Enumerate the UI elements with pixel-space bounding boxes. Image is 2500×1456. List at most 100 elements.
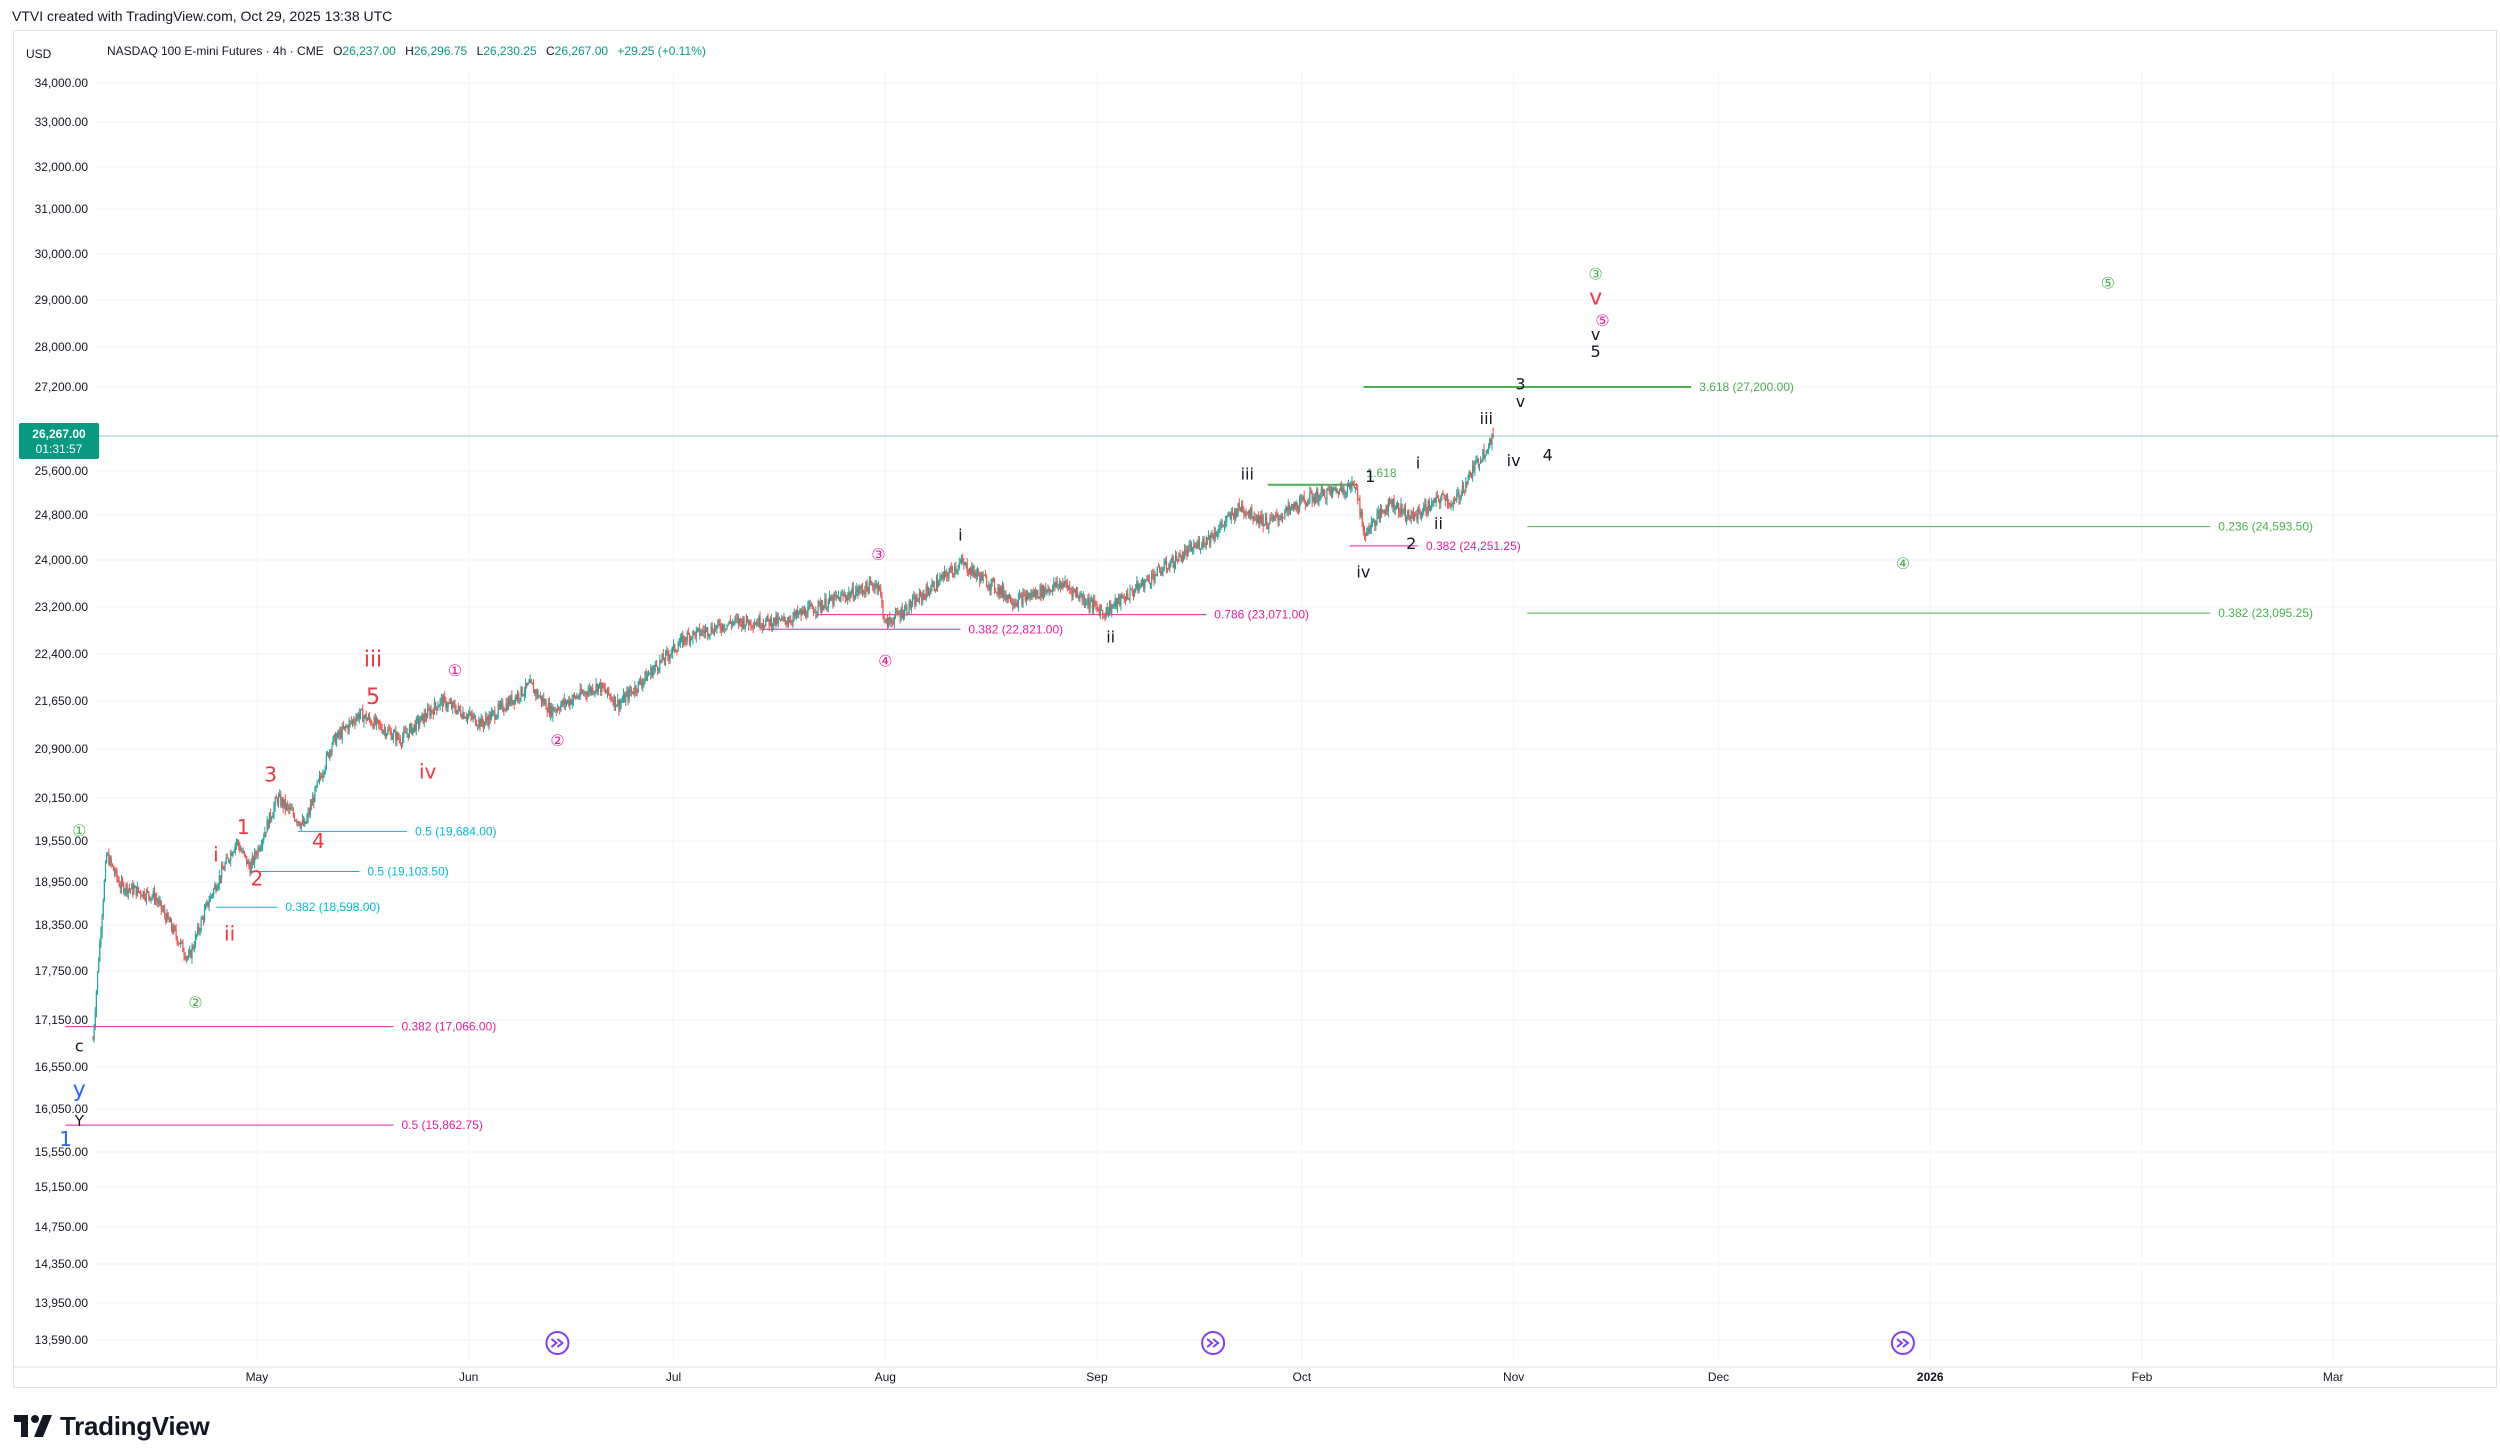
candle-body bbox=[677, 646, 679, 652]
chart-frame[interactable]: 0.5 (15,862.75) 0.382 (17,066.00) 0.382 (1… bbox=[13, 30, 2498, 1389]
candle-body bbox=[1172, 556, 1174, 568]
candle-body bbox=[127, 888, 129, 894]
candle-body bbox=[148, 891, 150, 897]
candle-body bbox=[618, 699, 620, 710]
candle-body bbox=[455, 710, 457, 714]
candle-body bbox=[249, 866, 251, 875]
candle-body bbox=[674, 644, 676, 652]
candle-body bbox=[921, 593, 923, 601]
candle-body bbox=[407, 733, 409, 738]
x-tick-label: Sep bbox=[1086, 1370, 1108, 1384]
candle-body bbox=[725, 628, 727, 630]
candle-body bbox=[625, 694, 627, 703]
candle-body bbox=[1355, 487, 1358, 490]
candle-body bbox=[1472, 465, 1474, 478]
candle-body bbox=[853, 597, 856, 599]
candle-body bbox=[612, 700, 614, 706]
candle-body bbox=[415, 718, 417, 732]
candle-body bbox=[978, 570, 980, 576]
candle-body bbox=[1487, 447, 1490, 450]
candle-body bbox=[1270, 517, 1272, 519]
y-tick-label: 25,600.00 bbox=[35, 464, 89, 478]
candle-body bbox=[820, 605, 823, 610]
candle-body bbox=[963, 562, 965, 566]
candle-body bbox=[374, 717, 376, 725]
candle-body bbox=[1177, 560, 1179, 562]
candle-body bbox=[663, 660, 666, 662]
y-axis: 34,000.00 33,000.00 32,000.00 31,000.00 30,0… bbox=[35, 76, 89, 1347]
candle-body bbox=[1174, 556, 1177, 565]
candle-body bbox=[355, 718, 357, 724]
candle-body bbox=[257, 847, 259, 856]
candle-body bbox=[716, 625, 718, 630]
candle-body bbox=[1421, 511, 1424, 514]
event-marker-icon[interactable] bbox=[545, 1331, 570, 1355]
tradingview-logo[interactable]: TradingView bbox=[14, 1410, 210, 1442]
candle-body bbox=[240, 850, 242, 852]
header-title: VTVI created with TradingView.com, Oct 2… bbox=[12, 8, 393, 24]
candle-body bbox=[579, 688, 581, 697]
candle-body bbox=[959, 561, 961, 564]
candle-body bbox=[738, 618, 741, 624]
candle-body bbox=[394, 731, 396, 733]
candle-body bbox=[581, 692, 584, 694]
candle-body bbox=[1343, 488, 1345, 495]
candle-body bbox=[553, 707, 555, 712]
candle-body bbox=[1113, 604, 1115, 606]
candle-body bbox=[801, 609, 803, 616]
candle-body bbox=[1304, 500, 1306, 505]
candle-body bbox=[437, 707, 439, 711]
candle-body bbox=[282, 798, 284, 808]
candle-body bbox=[480, 717, 482, 727]
candle-body bbox=[832, 596, 834, 605]
event-marker-icon[interactable] bbox=[1201, 1331, 1226, 1355]
candle-body bbox=[1195, 546, 1197, 548]
candle-body bbox=[1222, 524, 1224, 527]
candle-body bbox=[499, 703, 502, 707]
candle-body bbox=[1300, 497, 1302, 500]
candle-body bbox=[152, 891, 154, 897]
candle-body bbox=[531, 682, 533, 685]
candle-body bbox=[1275, 513, 1277, 516]
candle-body bbox=[321, 776, 323, 778]
wave-label: y bbox=[73, 1077, 86, 1102]
candle-body bbox=[363, 717, 365, 722]
candle-body bbox=[712, 632, 714, 634]
candle-body bbox=[803, 609, 806, 614]
candle-body bbox=[1379, 508, 1382, 520]
candle-body bbox=[1451, 503, 1453, 505]
candle-body bbox=[242, 851, 244, 853]
candle-body bbox=[460, 709, 462, 716]
candle-body bbox=[403, 730, 405, 738]
candle-body bbox=[922, 594, 924, 601]
candle-body bbox=[1480, 459, 1482, 464]
candle-body bbox=[837, 596, 840, 598]
candle-body bbox=[968, 573, 971, 575]
candle-body bbox=[627, 691, 629, 700]
candle-body bbox=[325, 754, 327, 768]
candle-body bbox=[985, 576, 988, 587]
candle-body bbox=[970, 567, 972, 574]
candle-body bbox=[695, 630, 697, 638]
candle-body bbox=[991, 579, 993, 581]
candle-body bbox=[197, 926, 199, 935]
candle-body bbox=[1360, 511, 1362, 515]
candle-body bbox=[898, 614, 900, 616]
candle-body bbox=[1262, 515, 1264, 527]
candle-body bbox=[1312, 497, 1314, 502]
candle-body bbox=[1110, 604, 1112, 613]
candle-body bbox=[309, 804, 312, 814]
candle-body bbox=[1127, 593, 1129, 599]
event-marker-icon[interactable] bbox=[1890, 1331, 1915, 1355]
candle-body bbox=[799, 610, 801, 613]
candle-body bbox=[1199, 548, 1202, 550]
candle-body bbox=[886, 618, 889, 628]
candle-body bbox=[335, 736, 338, 745]
candle-body bbox=[1128, 598, 1130, 600]
candle-body bbox=[1080, 593, 1082, 596]
candle-body bbox=[1371, 520, 1374, 522]
candle-body bbox=[696, 628, 699, 631]
candle-body bbox=[915, 597, 917, 607]
candle-body bbox=[1082, 596, 1084, 600]
price-chart[interactable]: 0.5 (15,862.75) 0.382 (17,066.00) 0.382 (1… bbox=[14, 31, 2498, 1389]
